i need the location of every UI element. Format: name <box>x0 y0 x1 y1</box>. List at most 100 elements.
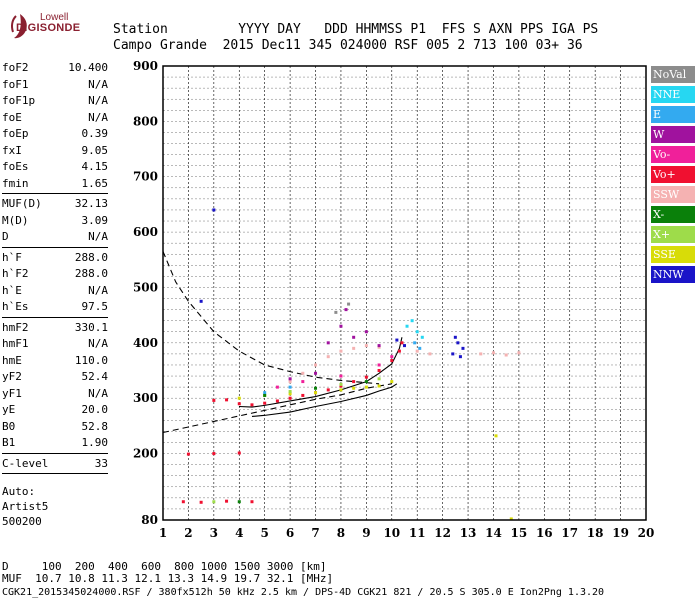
param-value: 1.65 <box>81 176 109 190</box>
legend-item: X+ <box>651 226 695 243</box>
auto-label: Auto: <box>2 485 36 498</box>
param-name: C-level <box>2 456 49 470</box>
echo-point <box>377 345 381 349</box>
legend-item: NoVal <box>651 66 695 83</box>
echo-point <box>288 392 292 396</box>
param-value: N/A <box>88 94 108 107</box>
param-value: 0.39 <box>81 127 109 140</box>
echo-point <box>339 374 343 378</box>
profile-curve <box>251 383 398 418</box>
legend-item: Vo+ <box>651 166 695 183</box>
echo-point <box>504 353 508 357</box>
echo-point <box>212 500 216 504</box>
param-name: B0 <box>2 419 16 433</box>
param-value: 288.0 <box>74 267 108 280</box>
param-row: hmE 110.0 <box>2 353 108 370</box>
echo-point <box>415 349 419 353</box>
echo-point <box>288 396 292 400</box>
x-tick-label: 8 <box>337 526 345 540</box>
param-row: M(D) 3.09 <box>2 213 108 230</box>
x-tick-label: 14 <box>485 526 502 540</box>
y-tick-label: 200 <box>133 447 158 461</box>
param-value: 20.0 <box>81 403 109 416</box>
echo-point <box>237 396 241 400</box>
digisonde-logo: Lowell DIGISONDE <box>2 4 80 44</box>
echo-point <box>339 324 343 328</box>
echo-point <box>288 390 292 394</box>
param-value: 288.0 <box>74 250 108 264</box>
param-value: 52.4 <box>81 370 109 383</box>
param-separator <box>2 246 108 248</box>
echo-point <box>352 346 356 350</box>
muf-row: MUF 10.7 10.8 11.3 12.1 13.3 14.9 19.7 3… <box>2 572 334 585</box>
echo-point <box>301 380 305 384</box>
param-row: foF1 N/A <box>2 77 108 94</box>
echo-point <box>212 452 216 456</box>
x-tick-label: 19 <box>612 526 629 540</box>
y-tick-label: 700 <box>133 170 158 184</box>
echo-point <box>288 377 292 381</box>
param-row: MUF(D) 32.13 <box>2 196 108 213</box>
echo-point <box>405 324 409 328</box>
x-tick-label: 17 <box>561 526 578 540</box>
echo-point <box>377 344 381 348</box>
echo-point <box>275 385 279 389</box>
param-value: 9.05 <box>81 143 109 157</box>
echo-point <box>314 371 318 375</box>
param-value: 52.8 <box>81 419 109 433</box>
logo-line1: Lowell <box>40 12 69 23</box>
x-tick-label: 12 <box>434 526 451 540</box>
param-name: foEp <box>2 127 29 140</box>
legend-item: NNW <box>651 266 695 283</box>
y-tick-label: 500 <box>133 280 158 294</box>
echo-point <box>339 384 343 388</box>
x-tick-label: 10 <box>383 526 400 540</box>
y-tick-label: 300 <box>133 391 158 405</box>
echo-point <box>301 371 305 375</box>
header-row1: Station YYYY DAY DDD HHMMSS P1 FFS S AXN… <box>113 22 599 37</box>
param-row: yF1 N/A <box>2 386 108 403</box>
profile-curve <box>162 251 380 385</box>
param-name: foF2 <box>2 61 29 74</box>
echo-point <box>326 388 330 392</box>
legend-item: SSW <box>651 186 695 203</box>
echo-point <box>390 359 394 363</box>
x-tick-label: 13 <box>460 526 477 540</box>
echo-point <box>458 355 462 359</box>
echo-point <box>377 363 381 367</box>
echo-point <box>377 377 381 381</box>
param-name: hmE <box>2 353 22 367</box>
echo-point <box>456 341 460 345</box>
param-name: D <box>2 230 9 243</box>
param-row: yF2 52.4 <box>2 369 108 386</box>
param-name: h`F2 <box>2 267 29 280</box>
y-tick-label: 600 <box>133 225 158 239</box>
param-name: foF1p <box>2 94 36 107</box>
param-row: foEp 0.39 <box>2 126 108 143</box>
legend-item: X- <box>651 206 695 223</box>
echo-point <box>494 434 498 438</box>
param-row: h`F2 288.0 <box>2 266 108 283</box>
echo-point <box>314 363 318 367</box>
param-value: 4.15 <box>81 160 109 173</box>
echo-point <box>364 385 368 389</box>
param-value: 110.0 <box>74 353 108 367</box>
echo-point <box>390 355 394 359</box>
chart-grid <box>163 66 646 520</box>
echo-point <box>390 380 394 384</box>
direction-legend: NoVal NNE E W Vo- Vo+ SSW X- X+ SSE NNW <box>651 66 695 286</box>
param-name: MUF(D) <box>2 197 42 210</box>
x-tick-label: 7 <box>311 526 319 540</box>
x-tick-label: 5 <box>261 526 269 540</box>
echo-point <box>403 344 406 348</box>
echo-point <box>263 391 267 395</box>
echo-point <box>509 517 513 521</box>
echo-point <box>275 399 279 403</box>
plot-frame <box>162 65 647 521</box>
param-row: h`Es 97.5 <box>2 299 108 316</box>
parameter-table: foF2 10.400 foF1 N/A foF1p N/A foE N/A foEp 0.39 f… <box>2 60 108 476</box>
param-name: h`Es <box>2 300 29 313</box>
echo-point <box>263 393 267 397</box>
echo-point <box>301 393 305 397</box>
param-value: 33 <box>94 456 108 470</box>
